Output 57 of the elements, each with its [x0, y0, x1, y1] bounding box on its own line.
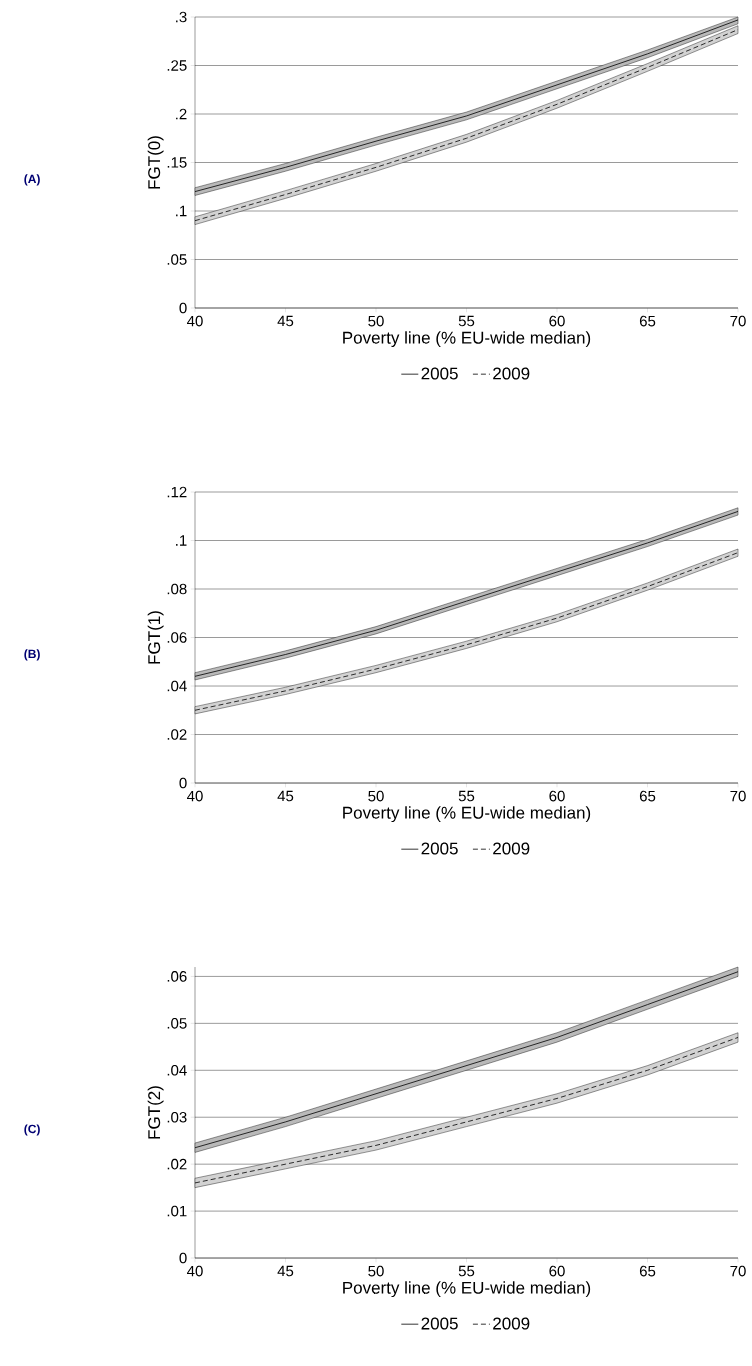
y-axis-title: FGT(0)	[147, 136, 164, 189]
x-tick-label: 65	[639, 790, 656, 802]
legend-label: 2009	[493, 842, 530, 855]
x-tick-label: 55	[458, 315, 475, 327]
x-tick-label: 70	[730, 315, 746, 327]
y-tick-label: .06	[167, 632, 187, 643]
legend-label: 2009	[493, 367, 530, 380]
x-tick-label: 55	[458, 790, 475, 802]
x-tick-label: 40	[187, 790, 203, 802]
x-tick-label: 60	[549, 1265, 565, 1277]
x-tick-label: 45	[277, 1265, 294, 1277]
y-tick-label: .1	[176, 205, 187, 217]
legend-label: 2009	[493, 1317, 530, 1330]
y-tick-label: 0	[179, 302, 187, 314]
x-tick-label: 60	[549, 315, 565, 327]
y-tick-label: .02	[167, 729, 187, 740]
x-tick-label: 50	[368, 790, 384, 802]
x-axis-title: Poverty line (% EU-wide median)	[343, 1281, 591, 1298]
x-tick-label: 65	[639, 1265, 656, 1277]
y-tick-label: .25	[167, 60, 187, 71]
y-tick-label: .3	[176, 11, 187, 23]
y-tick-label: .1	[176, 535, 187, 546]
y-axis-title: FGT(2)	[147, 1086, 164, 1139]
x-axis-title: Poverty line (% EU-wide median)	[343, 331, 591, 348]
legend-label: 2005	[421, 367, 458, 380]
legend-label: 2005	[421, 1317, 458, 1330]
legend-label: 2005	[421, 842, 458, 855]
x-tick-label: 70	[730, 790, 746, 802]
x-tick-label: 65	[639, 315, 656, 327]
y-tick-label: .04	[167, 1064, 187, 1076]
y-tick-label: .02	[167, 1158, 187, 1170]
x-tick-label: 45	[277, 315, 294, 327]
text: (B)	[24, 649, 40, 661]
y-tick-label: .03	[167, 1111, 187, 1123]
x-tick-label: 60	[549, 790, 565, 802]
y-tick-label: .2	[176, 108, 187, 120]
y-tick-label: .05	[167, 1018, 187, 1029]
y-tick-label: .05	[167, 254, 187, 265]
x-axis-title: Poverty line (% EU-wide median)	[343, 806, 591, 823]
x-tick-label: 50	[368, 315, 384, 327]
y-axis-title: FGT(1)	[147, 611, 164, 664]
x-tick-label: 70	[730, 1265, 746, 1277]
y-tick-label: .15	[167, 157, 187, 168]
y-tick-label: 0	[179, 1252, 187, 1264]
x-tick-label: 40	[187, 315, 203, 327]
y-tick-label: .08	[167, 583, 187, 595]
x-tick-label: 45	[277, 790, 294, 802]
text: (C)	[24, 1124, 40, 1136]
y-tick-label: .12	[167, 486, 187, 498]
y-tick-label: .06	[167, 971, 187, 982]
x-tick-label: 40	[187, 1265, 203, 1277]
y-tick-label: .01	[167, 1205, 187, 1217]
y-tick-label: 0	[179, 777, 187, 789]
x-tick-label: 50	[368, 1265, 384, 1277]
y-tick-label: .04	[167, 680, 187, 692]
x-tick-label: 55	[458, 1265, 475, 1277]
text: (A)	[24, 174, 40, 186]
